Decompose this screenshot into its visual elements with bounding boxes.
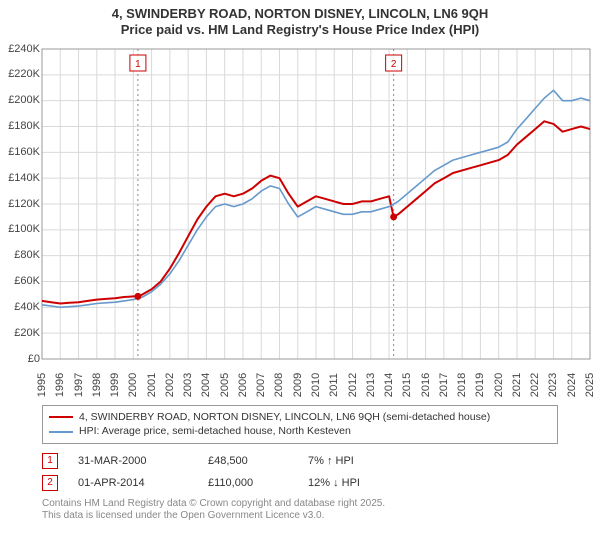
x-axis-label: 2005 [219, 372, 231, 396]
x-axis-label: 2006 [237, 372, 249, 396]
y-axis-label: £0 [0, 353, 40, 365]
y-axis-label: £200K [0, 94, 40, 106]
y-axis-label: £100K [0, 223, 40, 235]
marker-row-1: 2 01-APR-2014 £110,000 12% ↓ HPI [42, 472, 558, 494]
marker-delta-0: 7% ↑ HPI [308, 455, 354, 467]
x-axis-label: 2007 [255, 372, 267, 396]
marker-num-1: 2 [42, 475, 58, 491]
x-axis-label: 1996 [54, 372, 66, 396]
x-axis-label: 2002 [164, 372, 176, 396]
x-axis-label: 2014 [383, 372, 395, 396]
footnote: Contains HM Land Registry data © Crown c… [42, 498, 558, 523]
x-axis-label: 1998 [91, 372, 103, 396]
chart-area: 12£0£20K£40K£60K£80K£100K£120K£140K£160K… [0, 41, 600, 399]
y-axis-label: £160K [0, 146, 40, 158]
y-axis-label: £240K [0, 43, 40, 55]
x-axis-label: 2022 [529, 372, 541, 396]
marker-date-0: 31-MAR-2000 [78, 455, 188, 467]
x-axis-label: 2004 [200, 372, 212, 396]
x-axis-label: 1997 [73, 372, 85, 396]
x-axis-label: 2019 [474, 372, 486, 396]
svg-text:1: 1 [135, 59, 141, 70]
x-axis-label: 1999 [109, 372, 121, 396]
x-axis-label: 2015 [401, 372, 413, 396]
marker-date-1: 01-APR-2014 [78, 477, 188, 489]
x-axis-label: 2000 [127, 372, 139, 396]
x-axis-label: 2008 [273, 372, 285, 396]
x-axis-label: 2010 [310, 372, 322, 396]
title-block: 4, SWINDERBY ROAD, NORTON DISNEY, LINCOL… [0, 0, 600, 41]
y-axis-label: £180K [0, 120, 40, 132]
marker-delta-1: 12% ↓ HPI [308, 477, 360, 489]
x-axis-label: 2013 [365, 372, 377, 396]
legend-swatch-0 [49, 416, 73, 418]
x-axis-label: 2003 [182, 372, 194, 396]
marker-flag: 2 [386, 55, 402, 71]
y-axis-label: £80K [0, 249, 40, 261]
y-axis-label: £120K [0, 198, 40, 210]
footnote-line-1: Contains HM Land Registry data © Crown c… [42, 498, 558, 511]
y-axis-label: £40K [0, 301, 40, 313]
marker-price-0: £48,500 [208, 455, 288, 467]
x-axis-label: 2009 [292, 372, 304, 396]
x-axis-label: 2018 [456, 372, 468, 396]
marker-num-0: 1 [42, 453, 58, 469]
y-axis-label: £20K [0, 327, 40, 339]
legend-label-0: 4, SWINDERBY ROAD, NORTON DISNEY, LINCOL… [79, 410, 490, 425]
chart-svg: 12 [0, 41, 600, 399]
chart-container: 4, SWINDERBY ROAD, NORTON DISNEY, LINCOL… [0, 0, 600, 560]
legend-label-1: HPI: Average price, semi-detached house,… [79, 424, 351, 439]
marker-flag: 1 [130, 55, 146, 71]
x-axis-label: 2025 [584, 372, 596, 396]
x-axis-label: 2024 [566, 372, 578, 396]
footnote-line-2: This data is licensed under the Open Gov… [42, 510, 558, 523]
y-axis-label: £60K [0, 275, 40, 287]
y-axis-label: £220K [0, 68, 40, 80]
marker-price-1: £110,000 [208, 477, 288, 489]
x-axis-label: 2001 [146, 372, 158, 396]
x-axis-label: 2016 [420, 372, 432, 396]
marker-table: 1 31-MAR-2000 £48,500 7% ↑ HPI 2 01-APR-… [42, 450, 558, 494]
x-axis-label: 2011 [328, 373, 340, 397]
x-axis-label: 2021 [511, 372, 523, 396]
legend-swatch-1 [49, 431, 73, 433]
legend-row-1: HPI: Average price, semi-detached house,… [49, 424, 551, 439]
x-axis-label: 2023 [547, 372, 559, 396]
legend-row-0: 4, SWINDERBY ROAD, NORTON DISNEY, LINCOL… [49, 410, 551, 425]
title-line-2: Price paid vs. HM Land Registry's House … [8, 22, 592, 38]
legend-box: 4, SWINDERBY ROAD, NORTON DISNEY, LINCOL… [42, 405, 558, 444]
x-axis-label: 2017 [438, 372, 450, 396]
x-axis-label: 1995 [36, 372, 48, 396]
title-line-1: 4, SWINDERBY ROAD, NORTON DISNEY, LINCOL… [8, 6, 592, 22]
y-axis-label: £140K [0, 172, 40, 184]
x-axis-label: 2012 [347, 372, 359, 396]
x-axis-label: 2020 [493, 372, 505, 396]
svg-text:2: 2 [391, 59, 397, 70]
marker-row-0: 1 31-MAR-2000 £48,500 7% ↑ HPI [42, 450, 558, 472]
